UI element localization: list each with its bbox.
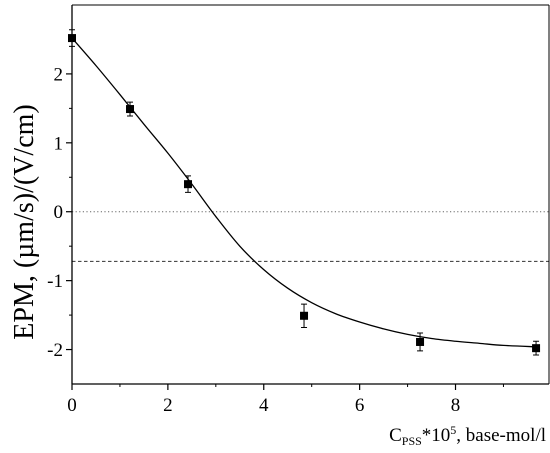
x-tick-label-3: 6 (355, 395, 365, 416)
axis-ticks: 0 2 4 6 8 -2 -1 0 1 2 (47, 38, 504, 416)
data-point-4 (416, 337, 425, 346)
x-tick-label-4: 8 (451, 395, 461, 416)
y-tick-label-4: 2 (54, 64, 64, 85)
x-axis-label-suffix: , base-mol/l (456, 425, 546, 446)
y-tick-label-0: -2 (47, 340, 63, 361)
x-axis-label-base: C (389, 425, 402, 446)
plot-frame (71, 4, 550, 385)
data-point-0 (68, 34, 76, 43)
x-axis-label-subscript: PSS (402, 434, 422, 448)
y-tick-label-1: -1 (47, 271, 63, 292)
x-axis-label-superscript: 5 (450, 423, 456, 437)
data-point-1 (126, 105, 135, 114)
y-axis-label: EPM, (µm/s)/(V/cm) (9, 104, 40, 339)
data-point-2 (184, 180, 193, 189)
data-point-3 (300, 311, 309, 320)
reference-lines (72, 211, 549, 262)
data-points (68, 29, 541, 356)
fit-curve-group (71, 37, 537, 348)
x-tick-label-1: 2 (163, 395, 173, 416)
x-tick-label-2: 4 (259, 395, 269, 416)
y-tick-label-3: 1 (54, 133, 64, 154)
x-axis-label: CPSS*105, base-mol/l (389, 423, 546, 448)
y-tick-label-2: 0 (54, 202, 64, 223)
x-tick-label-0: 0 (67, 395, 77, 416)
data-point-5 (532, 344, 541, 353)
fit-curve (71, 37, 537, 348)
x-axis-label-middle: *10 (422, 425, 451, 446)
